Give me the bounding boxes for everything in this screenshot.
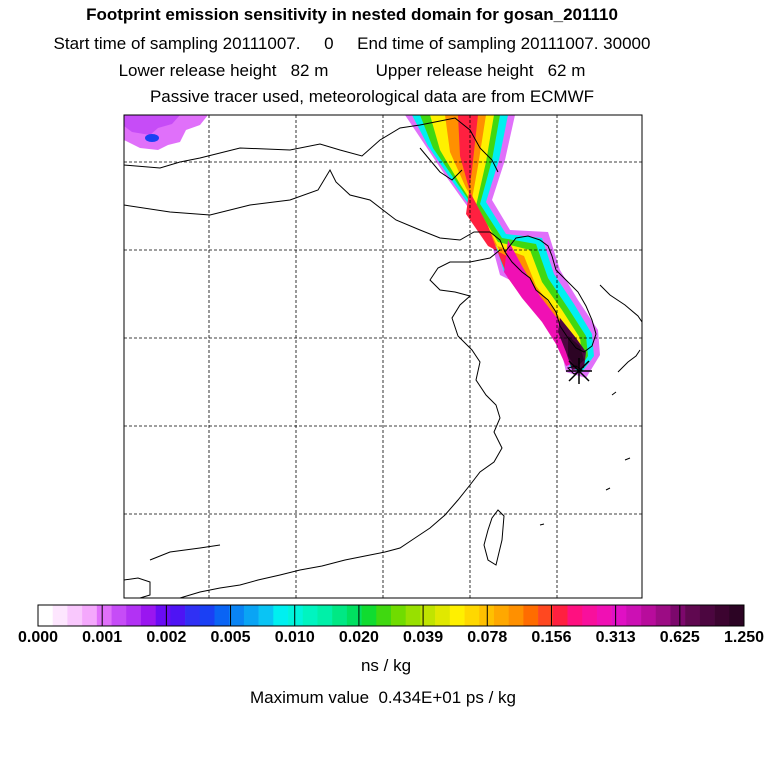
- colorbar-cell: [302, 605, 318, 626]
- colorbar-cell: [52, 605, 68, 626]
- colorbar-cell: [552, 605, 568, 626]
- colorbar-cell: [670, 605, 686, 626]
- colorbar-cell: [582, 605, 598, 626]
- colorbar-tick-label: 1.250: [723, 629, 765, 646]
- colorbar-tick-label: 0.000: [17, 629, 59, 646]
- coastline-north-china: [124, 117, 499, 173]
- coastline-bohai: [124, 168, 506, 253]
- colorbar-tick-label: 0.039: [403, 629, 444, 646]
- colorbar-cell: [126, 605, 142, 626]
- colorbar-frame: [37, 604, 745, 627]
- coastlines: [124, 117, 642, 598]
- colorbar-cell: [493, 605, 509, 626]
- colorbar-cell: [273, 605, 289, 626]
- coastline-kyushu: [617, 349, 641, 373]
- colorbar-tick-label: 0.020: [338, 629, 379, 646]
- colorbar-cell: [508, 605, 524, 626]
- colorbar-cell: [258, 605, 274, 626]
- coastline-liaodong: [419, 147, 463, 181]
- plume-core: [568, 336, 584, 368]
- colorbar-cell: [317, 605, 333, 626]
- coastline-shandong: [179, 249, 503, 598]
- colorbar-tick-label: 0.625: [659, 629, 700, 646]
- plume-patch-northwest-blue: [145, 134, 159, 142]
- coastline-southern-coast: [149, 544, 221, 561]
- colorbar-cell: [185, 605, 201, 626]
- colorbar-cell: [596, 605, 612, 626]
- colorbar-cell: [523, 605, 539, 626]
- plume-band-orange: [445, 115, 576, 360]
- coastline-hainan-area: [124, 577, 151, 598]
- colorbar-cell: [170, 605, 186, 626]
- colorbar-cell: [288, 605, 304, 626]
- colorbar-cell: [140, 605, 156, 626]
- colorbar-cell: [641, 605, 657, 626]
- colorbar-tick-label: 0.005: [210, 629, 251, 646]
- colorbar-cell: [611, 605, 627, 626]
- colorbar-cell: [243, 605, 259, 626]
- colorbar-cell: [361, 605, 377, 626]
- colorbar-tick-label: 0.313: [595, 629, 636, 646]
- coastline-japan-sea: [599, 284, 642, 323]
- tracer-info-line: Passive tracer used, meteorological data…: [149, 87, 595, 106]
- map-title: Footprint emission sensitivity in nested…: [86, 5, 618, 24]
- colorbar-cell: [435, 605, 451, 626]
- maximum-value-label: Maximum value 0.434E+01 ps / kg: [250, 688, 516, 707]
- colorbar-cell: [391, 605, 407, 626]
- colorbar-cell: [155, 605, 171, 626]
- colorbar-cell: [479, 605, 495, 626]
- colorbar-cell: [405, 605, 421, 626]
- colorbar-cell: [655, 605, 671, 626]
- colorbar-tick-label: 0.078: [467, 629, 508, 646]
- colorbar-cell: [449, 605, 465, 626]
- colorbar-cell: [464, 605, 480, 626]
- graticule: [124, 115, 642, 598]
- sampling-time-line: Start time of sampling 20111007. 0 End t…: [53, 34, 651, 53]
- colorbar-units: ns / kg: [360, 656, 412, 675]
- colorbar-cell: [199, 605, 215, 626]
- colorbar-tick-label: 0.156: [531, 629, 572, 646]
- coastline-taiwan: [483, 509, 505, 566]
- islands-ryukyu: [539, 391, 631, 526]
- colorbar-cell: [67, 605, 83, 626]
- colorbar-cell: [729, 605, 745, 626]
- colorbar-cell: [229, 605, 245, 626]
- colorbar-cell: [685, 605, 701, 626]
- release-height-line: Lower release height 82 m Upper release …: [118, 61, 586, 80]
- coastline-korea: [504, 235, 597, 353]
- colorbar-cell: [567, 605, 583, 626]
- island-jeju: [567, 365, 583, 375]
- colorbar-cell: [82, 605, 98, 626]
- colorbar-cell: [96, 605, 112, 626]
- colorbar-cell: [346, 605, 362, 626]
- colorbar-cell: [714, 605, 730, 626]
- colorbar: [37, 605, 745, 626]
- plume-layer: [124, 115, 600, 378]
- colorbar-cell: [538, 605, 554, 626]
- colorbar-cell: [332, 605, 348, 626]
- colorbar-cell: [214, 605, 230, 626]
- colorbar-cell: [699, 605, 715, 626]
- colorbar-tick-label: 0.001: [82, 629, 123, 646]
- x-marker: [566, 358, 592, 384]
- colorbar-cell: [38, 605, 54, 626]
- colorbar-cell: [376, 605, 392, 626]
- map-frame: [123, 114, 643, 599]
- plume-patch-northwest-inner: [124, 115, 180, 135]
- colorbar-cell: [626, 605, 642, 626]
- colorbar-cell: [111, 605, 127, 626]
- colorbar-tick-label: 0.010: [274, 629, 315, 646]
- colorbar-cell: [420, 605, 436, 626]
- colorbar-tick-label: 0.002: [146, 629, 187, 646]
